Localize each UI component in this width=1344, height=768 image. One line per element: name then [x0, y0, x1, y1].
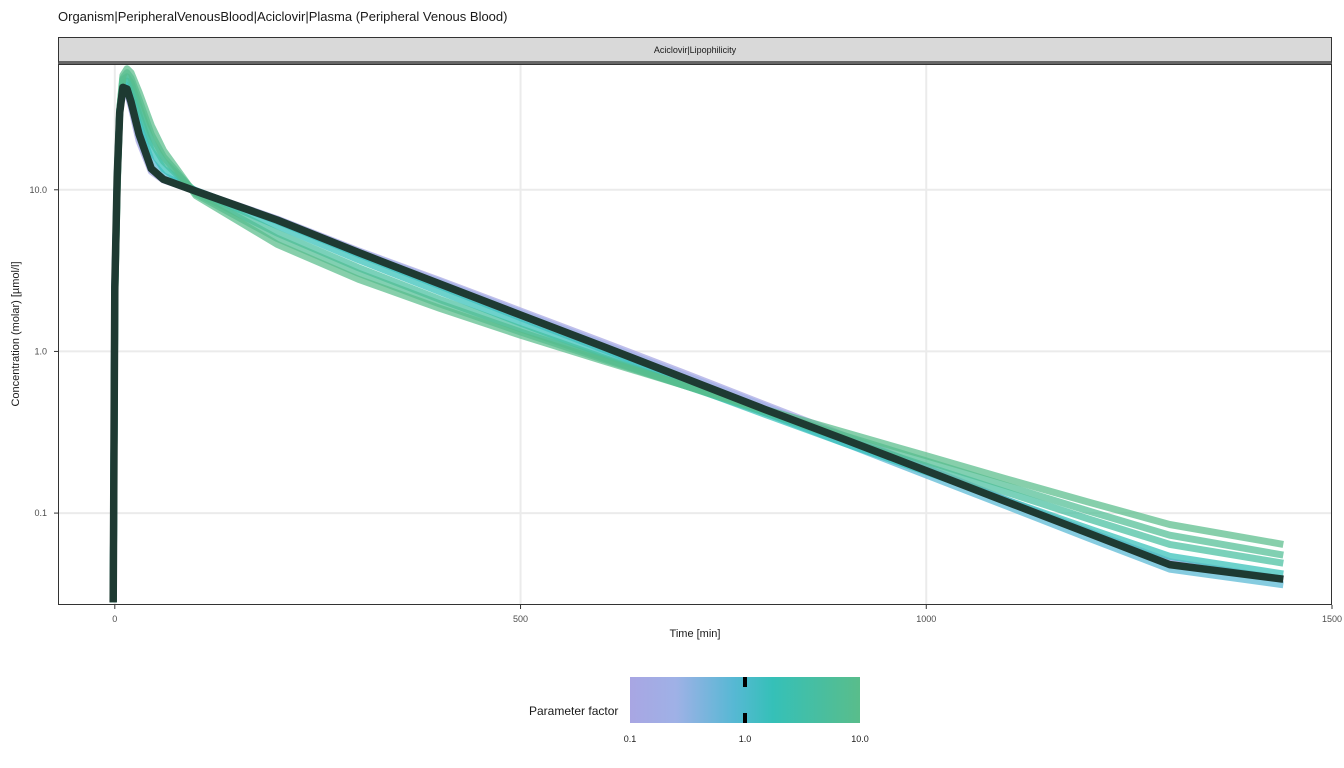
- x-tick-label: 1000: [916, 614, 936, 624]
- legend-marker-bottom: [743, 713, 747, 723]
- axis-ticks: 0 500 1000 1500 0.1 1.0 10.0: [29, 185, 1342, 624]
- series-line: [109, 65, 1284, 603]
- y-axis-label: Concentration (molar) [µmol/l]: [10, 261, 22, 407]
- chart-title: Organism|PeripheralVenousBlood|Aciclovir…: [58, 9, 508, 24]
- legend-tick-label: 10.0: [851, 734, 869, 744]
- reference-series-line: [109, 83, 1284, 603]
- x-tick-label: 1500: [1322, 614, 1342, 624]
- x-axis-label: Time [min]: [669, 628, 721, 640]
- x-tick-label: 500: [513, 614, 528, 624]
- y-tick-label: 10.0: [29, 185, 47, 195]
- legend-title: Parameter factor: [529, 704, 619, 718]
- y-tick-label: 1.0: [34, 346, 47, 356]
- plot-panel-border: [58, 64, 1332, 605]
- legend-tick-label: 0.1: [623, 734, 637, 744]
- plot-panel-background: [58, 64, 1332, 605]
- x-tick-label: 0: [112, 614, 117, 624]
- facet-strip-label: Aciclovir|Lipophilicity: [58, 37, 1332, 64]
- legend-marker-top: [743, 677, 747, 687]
- y-tick-label: 0.1: [34, 508, 47, 518]
- series-lines: [109, 65, 1284, 603]
- legend-tick-label: 1.0: [738, 734, 752, 744]
